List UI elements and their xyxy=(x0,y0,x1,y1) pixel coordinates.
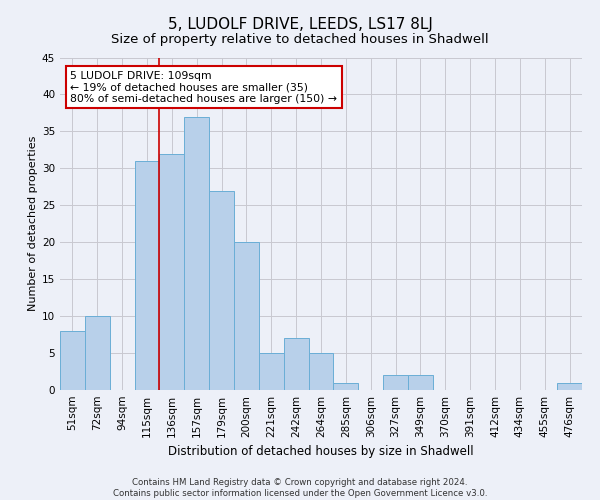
Bar xyxy=(284,338,308,390)
Text: Size of property relative to detached houses in Shadwell: Size of property relative to detached ho… xyxy=(111,32,489,46)
Bar xyxy=(184,116,209,390)
Bar xyxy=(234,242,259,390)
Bar xyxy=(408,375,433,390)
Bar xyxy=(334,382,358,390)
Bar xyxy=(85,316,110,390)
Text: 5, LUDOLF DRIVE, LEEDS, LS17 8LJ: 5, LUDOLF DRIVE, LEEDS, LS17 8LJ xyxy=(167,18,433,32)
Bar xyxy=(259,353,284,390)
X-axis label: Distribution of detached houses by size in Shadwell: Distribution of detached houses by size … xyxy=(168,446,474,458)
Bar xyxy=(557,382,582,390)
Bar xyxy=(209,190,234,390)
Y-axis label: Number of detached properties: Number of detached properties xyxy=(28,136,38,312)
Bar xyxy=(308,353,334,390)
Text: Contains HM Land Registry data © Crown copyright and database right 2024.
Contai: Contains HM Land Registry data © Crown c… xyxy=(113,478,487,498)
Bar xyxy=(383,375,408,390)
Text: 5 LUDOLF DRIVE: 109sqm
← 19% of detached houses are smaller (35)
80% of semi-det: 5 LUDOLF DRIVE: 109sqm ← 19% of detached… xyxy=(70,71,337,104)
Bar xyxy=(60,331,85,390)
Bar xyxy=(160,154,184,390)
Bar xyxy=(134,161,160,390)
